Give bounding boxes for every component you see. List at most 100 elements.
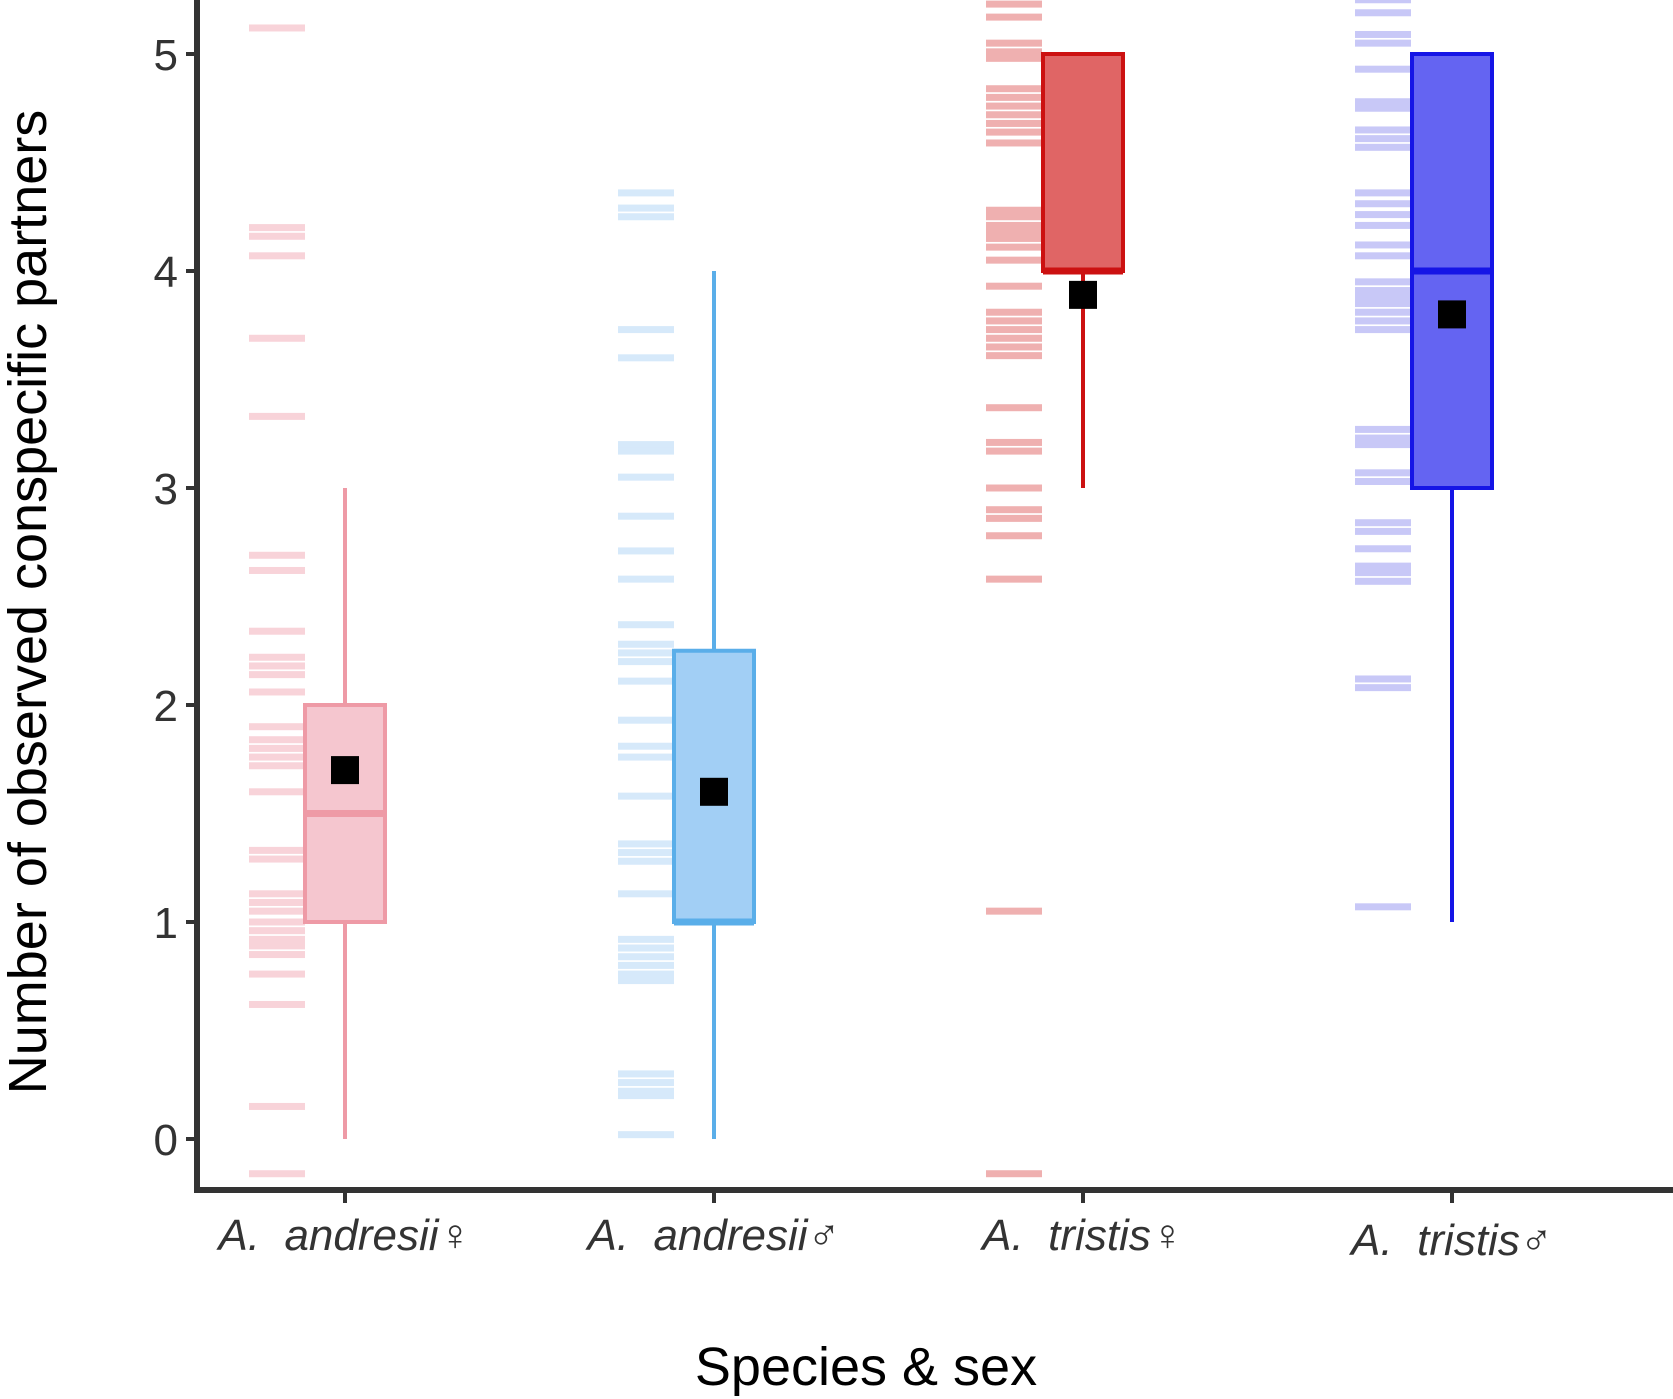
rug-mark bbox=[249, 1000, 305, 1008]
x-tick-label: A. tristis♂ bbox=[1348, 1216, 1553, 1265]
rug-mark bbox=[1355, 577, 1411, 585]
rug-mark bbox=[618, 753, 674, 761]
y-tick-label: 2 bbox=[154, 682, 178, 731]
rug-mark bbox=[1355, 434, 1411, 442]
rug-mark bbox=[249, 846, 305, 854]
rug-mark bbox=[1355, 569, 1411, 577]
rug-mark bbox=[249, 736, 305, 744]
rug-mark bbox=[1355, 126, 1411, 134]
rug-mark bbox=[618, 189, 674, 197]
x-axis-title: Species & sex bbox=[695, 1337, 1037, 1397]
rug-mark bbox=[249, 898, 305, 906]
rug-mark bbox=[618, 970, 674, 978]
rug-mark bbox=[618, 1079, 674, 1087]
rug-mark bbox=[249, 855, 305, 863]
rug-mark bbox=[1355, 293, 1411, 301]
rug-mark bbox=[1355, 98, 1411, 106]
mean-layer bbox=[331, 280, 1466, 806]
rug-mark bbox=[1355, 0, 1411, 4]
rug-mark bbox=[618, 961, 674, 969]
rug-mark bbox=[986, 48, 1042, 56]
rug-mark bbox=[986, 119, 1042, 127]
rug-mark bbox=[986, 228, 1042, 236]
rug-mark bbox=[986, 234, 1042, 242]
rug-mark bbox=[249, 762, 305, 770]
mean-marker bbox=[700, 777, 728, 806]
rug-mark bbox=[986, 128, 1042, 136]
rug-mark bbox=[249, 744, 305, 752]
x-tick-label: A. andresii♀ bbox=[215, 1211, 471, 1260]
mean-marker bbox=[331, 756, 359, 785]
rug-mark bbox=[986, 334, 1042, 342]
rug-mark bbox=[1355, 441, 1411, 449]
rug-mark bbox=[249, 334, 305, 342]
y-tick-label: 5 bbox=[154, 31, 178, 80]
rug-mark bbox=[1355, 308, 1411, 316]
x-axis-ticks: A. andresii♀ A. andresii♂ A. tristis♀ A. tr… bbox=[215, 1193, 1553, 1265]
y-tick-label: 0 bbox=[154, 1116, 178, 1165]
rug-mark bbox=[986, 514, 1042, 522]
rug-mark bbox=[986, 256, 1042, 264]
rug-mark bbox=[986, 282, 1042, 290]
mean-marker bbox=[1069, 280, 1097, 309]
rug-mark bbox=[618, 547, 674, 555]
rug-mark bbox=[249, 566, 305, 574]
rug-mark bbox=[249, 890, 305, 898]
rug-mark bbox=[1355, 211, 1411, 219]
rug-mark bbox=[986, 139, 1042, 147]
rug-mark bbox=[1355, 200, 1411, 208]
rug-mark bbox=[618, 204, 674, 212]
rug-mark bbox=[249, 935, 305, 943]
rug-mark bbox=[1355, 252, 1411, 260]
rug-mark bbox=[249, 1170, 305, 1178]
rug-mark bbox=[249, 951, 305, 959]
rug-mark bbox=[1355, 189, 1411, 197]
rug-mark bbox=[249, 970, 305, 978]
rug-mark bbox=[986, 506, 1042, 514]
rug-mark bbox=[1355, 278, 1411, 286]
box bbox=[1041, 52, 1125, 273]
rug-mark bbox=[618, 575, 674, 583]
rug-mark bbox=[986, 575, 1042, 583]
rug-mark bbox=[1355, 684, 1411, 692]
rug-mark bbox=[618, 441, 674, 449]
rug-mark bbox=[986, 13, 1042, 21]
rug-layer bbox=[249, 0, 1411, 1178]
rug-mark bbox=[986, 243, 1042, 251]
rug-mark bbox=[249, 918, 305, 926]
rug-mark bbox=[986, 308, 1042, 316]
rug-mark bbox=[1355, 300, 1411, 308]
rug-mark bbox=[618, 890, 674, 898]
rug-mark bbox=[1355, 287, 1411, 295]
rug-mark bbox=[249, 232, 305, 240]
rug-mark bbox=[1355, 545, 1411, 553]
rug-mark bbox=[618, 742, 674, 750]
rug-mark bbox=[249, 24, 305, 32]
rug-mark bbox=[249, 688, 305, 696]
rug-mark bbox=[986, 111, 1042, 119]
rug-mark bbox=[249, 723, 305, 731]
y-axis-title: Number of observed conspecific partners bbox=[0, 110, 58, 1094]
rug-mark bbox=[618, 1131, 674, 1139]
rug-mark bbox=[1355, 317, 1411, 325]
rug-mark bbox=[618, 473, 674, 481]
rug-mark bbox=[249, 653, 305, 661]
rug-mark bbox=[1355, 326, 1411, 334]
rug-mark bbox=[1355, 135, 1411, 143]
rug-mark bbox=[618, 354, 674, 362]
rug-mark bbox=[986, 93, 1042, 101]
rug-mark bbox=[986, 907, 1042, 915]
y-tick-label: 3 bbox=[154, 465, 178, 514]
rug-mark bbox=[618, 716, 674, 724]
rug-mark bbox=[618, 649, 674, 657]
mean-marker bbox=[1438, 300, 1466, 329]
rug-mark bbox=[618, 326, 674, 334]
rug-mark bbox=[1355, 30, 1411, 38]
rug-mark bbox=[249, 753, 305, 761]
rug-mark bbox=[618, 944, 674, 952]
rug-mark bbox=[1355, 425, 1411, 433]
rug-mark bbox=[1355, 65, 1411, 73]
rug-mark bbox=[249, 412, 305, 420]
rug-mark bbox=[986, 206, 1042, 214]
